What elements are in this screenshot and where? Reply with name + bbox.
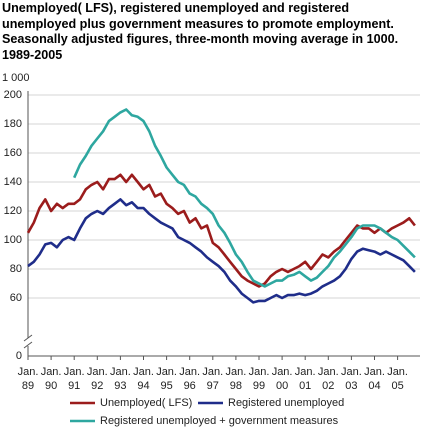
x-tick-label: Jan. 02: [318, 366, 339, 392]
chart-title: Unemployed( LFS), registered unemployed …: [2, 1, 399, 62]
x-tick-label: Jan. 98: [226, 366, 247, 392]
y-tick-label: 200: [4, 89, 22, 101]
x-tick-label: Jan. 04: [364, 366, 385, 392]
y-tick-label: 160: [4, 147, 22, 159]
x-tick-label: Jan. 01: [295, 366, 316, 392]
axis-break: [23, 341, 33, 349]
x-tick-label: Jan. 92: [87, 366, 108, 392]
x-tick-label: Jan. 89: [18, 366, 39, 392]
x-tick-label: Jan. 03: [341, 366, 362, 392]
y-tick-label: 60: [10, 292, 22, 304]
y-tick-label: 100: [4, 234, 22, 246]
x-tick-label: Jan. 94: [133, 366, 154, 392]
series-line: [73, 108, 416, 288]
x-tick-label: Jan. 05: [387, 366, 408, 392]
x-tick-label: Jan. 99: [249, 366, 270, 392]
x-tick-label: Jan. 95: [156, 366, 177, 392]
y-tick-label: 180: [4, 118, 22, 130]
y-tick-label: 140: [4, 176, 22, 188]
legend-label: Registered unemployed: [228, 397, 344, 409]
x-tick-label: Jan. 90: [41, 366, 62, 392]
axis-break: [23, 334, 33, 342]
y-tick-label: 0: [16, 350, 22, 362]
x-tick-label: Jan. 93: [110, 366, 131, 392]
legend-label: Unemployed( LFS): [100, 397, 192, 409]
series-line: [26, 173, 416, 288]
x-tick-label: Jan. 91: [64, 366, 85, 392]
series-line: [27, 198, 416, 304]
legend-label: Registered unemployed + government measu…: [100, 415, 339, 427]
x-tick-label: Jan. 97: [202, 366, 223, 392]
y-unit-label: 1 000: [2, 72, 30, 84]
x-tick-label: Jan. 96: [179, 366, 200, 392]
x-tick-label: Jan. 00: [272, 366, 293, 392]
y-tick-label: 80: [10, 263, 22, 275]
y-tick-label: 120: [4, 205, 22, 217]
